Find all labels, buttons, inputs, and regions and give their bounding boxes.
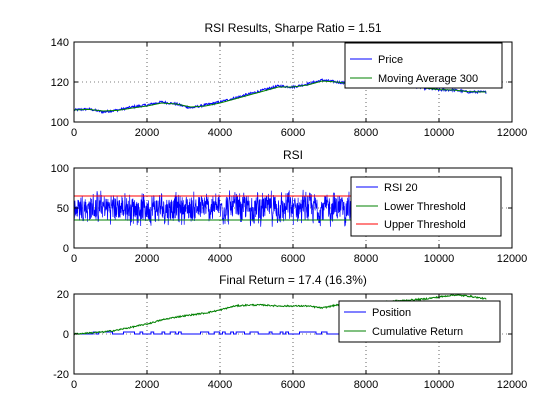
return-xtick-label-0: 0 [71, 379, 77, 391]
price-xtick-label-6: 12000 [497, 127, 528, 139]
return-xtick-label-1: 2000 [135, 379, 159, 391]
rsi-legend-label-rsi: RSI 20 [384, 182, 418, 194]
price-legend: Price Moving Average 300 [344, 42, 503, 89]
price-xtick-label-2: 4000 [208, 127, 232, 139]
rsi-xtick-label-6: 12000 [497, 253, 528, 265]
price-ytick-label-2: 140 [51, 37, 69, 49]
rsi-panel-ticks: 0 2000 4000 6000 8000 10000 12000 0 50 100 [51, 163, 528, 265]
price-panel-ticks: 0 2000 4000 6000 8000 10000 12000 100 120 140 [51, 37, 528, 139]
price-xtick-label-0: 0 [71, 127, 77, 139]
rsi-xtick-label-1: 2000 [135, 253, 159, 265]
price-xtick-label-5: 10000 [424, 127, 455, 139]
rsi-legend: RSI 20 Lower Threshold Upper Threshold [350, 176, 502, 237]
rsi-panel-title: RSI [283, 148, 303, 162]
price-xtick-label-4: 8000 [354, 127, 378, 139]
return-xtick-label-4: 8000 [354, 379, 378, 391]
return-xtick-label-6: 12000 [497, 379, 528, 391]
price-panel: RSI Results, Sharpe Ratio = 1.51 0 2000 40… [51, 21, 528, 139]
price-panel-title: RSI Results, Sharpe Ratio = 1.51 [204, 21, 381, 35]
rsi-xtick-label-3: 6000 [281, 253, 305, 265]
rsi-ytick-label-0: 0 [63, 243, 69, 255]
price-ytick-label-1: 120 [51, 77, 69, 89]
rsi-xtick-label-5: 10000 [424, 253, 455, 265]
return-xtick-label-3: 6000 [281, 379, 305, 391]
price-legend-label-ma: Moving Average 300 [378, 73, 478, 85]
rsi-ytick-label-1: 50 [57, 203, 69, 215]
rsi-xtick-label-2: 4000 [208, 253, 232, 265]
return-xtick-label-5: 10000 [424, 379, 455, 391]
return-xtick-label-2: 4000 [208, 379, 232, 391]
price-ytick-label-0: 100 [51, 117, 69, 129]
return-legend-label-cumulative: Cumulative Return [372, 326, 463, 338]
rsi-xtick-label-4: 8000 [354, 253, 378, 265]
price-xtick-label-3: 6000 [281, 127, 305, 139]
price-legend-label-price: Price [378, 54, 403, 66]
rsi-xtick-label-0: 0 [71, 253, 77, 265]
return-series-cumulative-return-line [73, 294, 487, 336]
price-legend-box [344, 42, 503, 89]
return-ytick-label-0: -20 [53, 369, 69, 381]
rsi-panel: RSI 0 2000 4000 6000 8000 10000 12000 0 50 100 RS… [51, 148, 528, 265]
rsi-ytick-label-2: 100 [51, 163, 69, 175]
return-legend: Position Cumulative Return [338, 300, 501, 343]
price-xtick-label-1: 2000 [135, 127, 159, 139]
rsi-legend-label-upper: Upper Threshold [384, 219, 466, 231]
return-panel-title: Final Return = 17.4 (16.3%) [219, 273, 367, 287]
return-legend-box [338, 300, 501, 343]
return-legend-label-position: Position [372, 307, 411, 319]
rsi-legend-label-lower: Lower Threshold [384, 201, 466, 213]
return-ytick-label-1: 0 [63, 329, 69, 341]
return-panel: Final Return = 17.4 (16.3%) 0 2000 4000 600… [53, 273, 527, 391]
return-ytick-label-2: 20 [57, 289, 69, 301]
